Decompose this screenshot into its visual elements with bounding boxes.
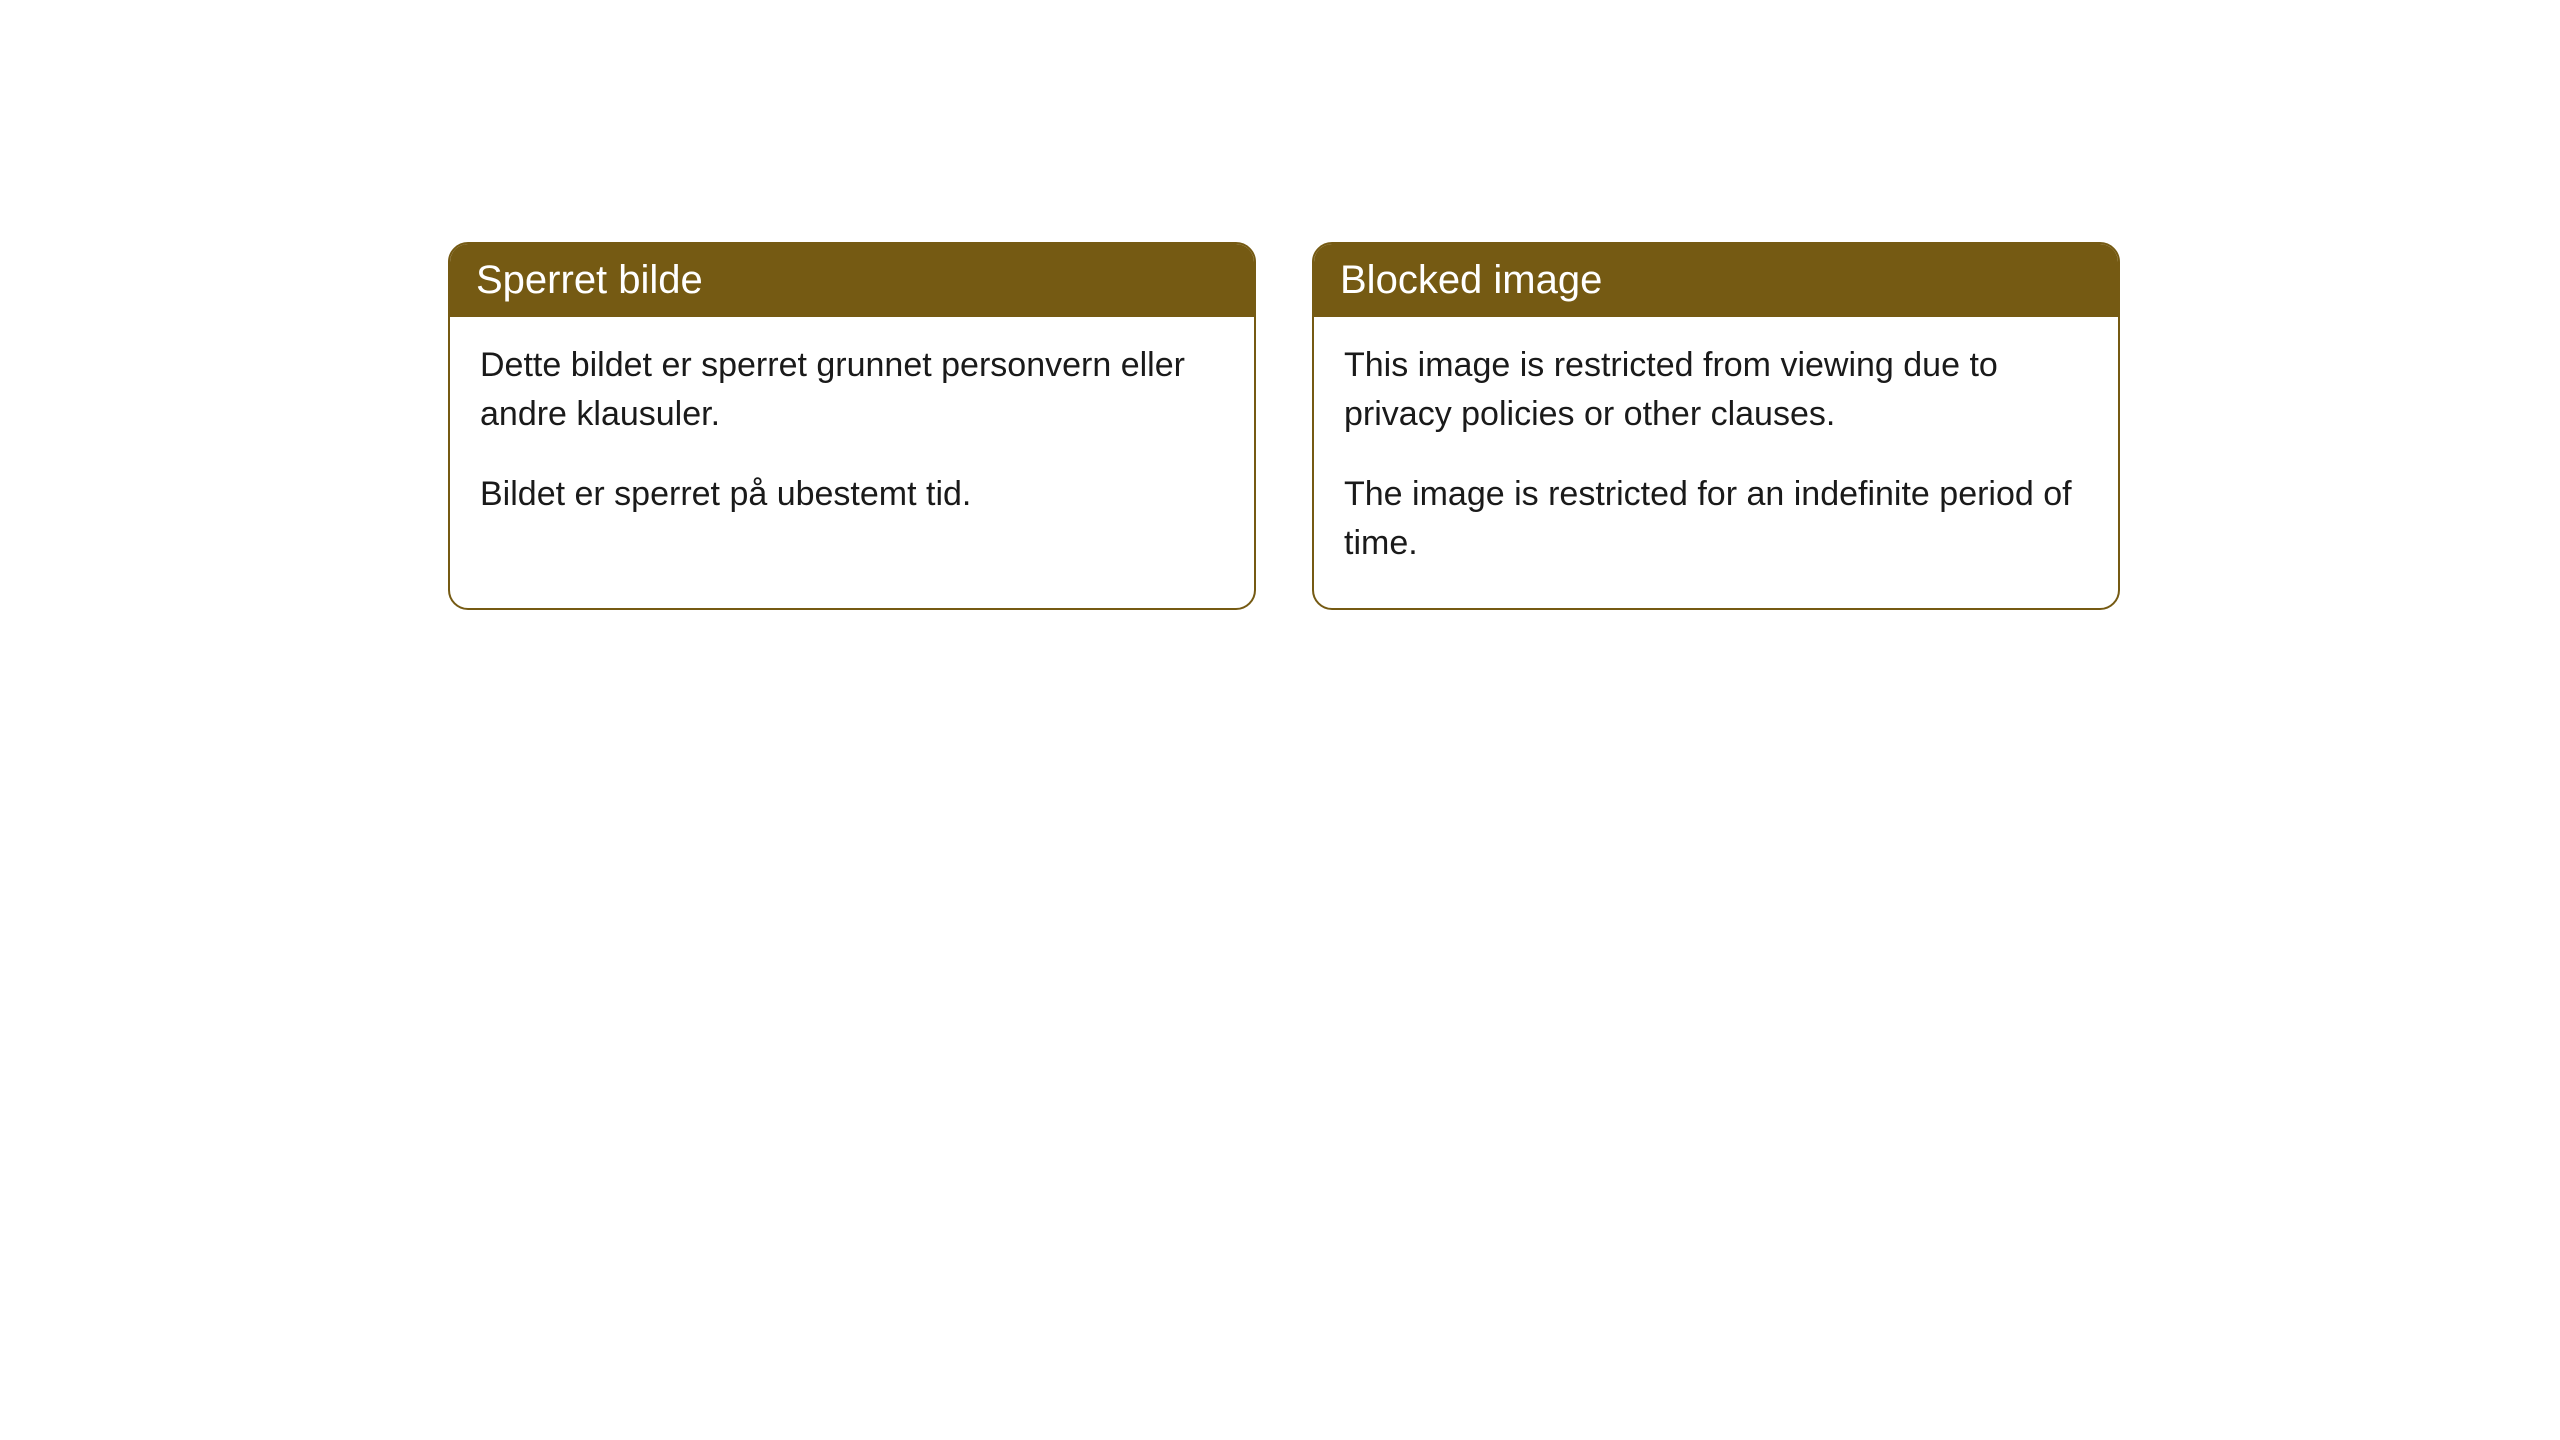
card-title-norwegian: Sperret bilde	[476, 258, 703, 302]
card-title-english: Blocked image	[1340, 258, 1602, 302]
card-paragraph-2-norwegian: Bildet er sperret på ubestemt tid.	[480, 470, 1224, 519]
card-paragraph-2-english: The image is restricted for an indefinit…	[1344, 470, 2088, 569]
cards-container: Sperret bilde Dette bildet er sperret gr…	[0, 0, 2560, 610]
card-paragraph-1-norwegian: Dette bildet er sperret grunnet personve…	[480, 341, 1224, 440]
card-header-english: Blocked image	[1314, 244, 2118, 317]
card-body-english: This image is restricted from viewing du…	[1314, 317, 2118, 608]
card-body-norwegian: Dette bildet er sperret grunnet personve…	[450, 317, 1254, 559]
card-header-norwegian: Sperret bilde	[450, 244, 1254, 317]
blocked-image-card-norwegian: Sperret bilde Dette bildet er sperret gr…	[448, 242, 1256, 610]
card-paragraph-1-english: This image is restricted from viewing du…	[1344, 341, 2088, 440]
blocked-image-card-english: Blocked image This image is restricted f…	[1312, 242, 2120, 610]
